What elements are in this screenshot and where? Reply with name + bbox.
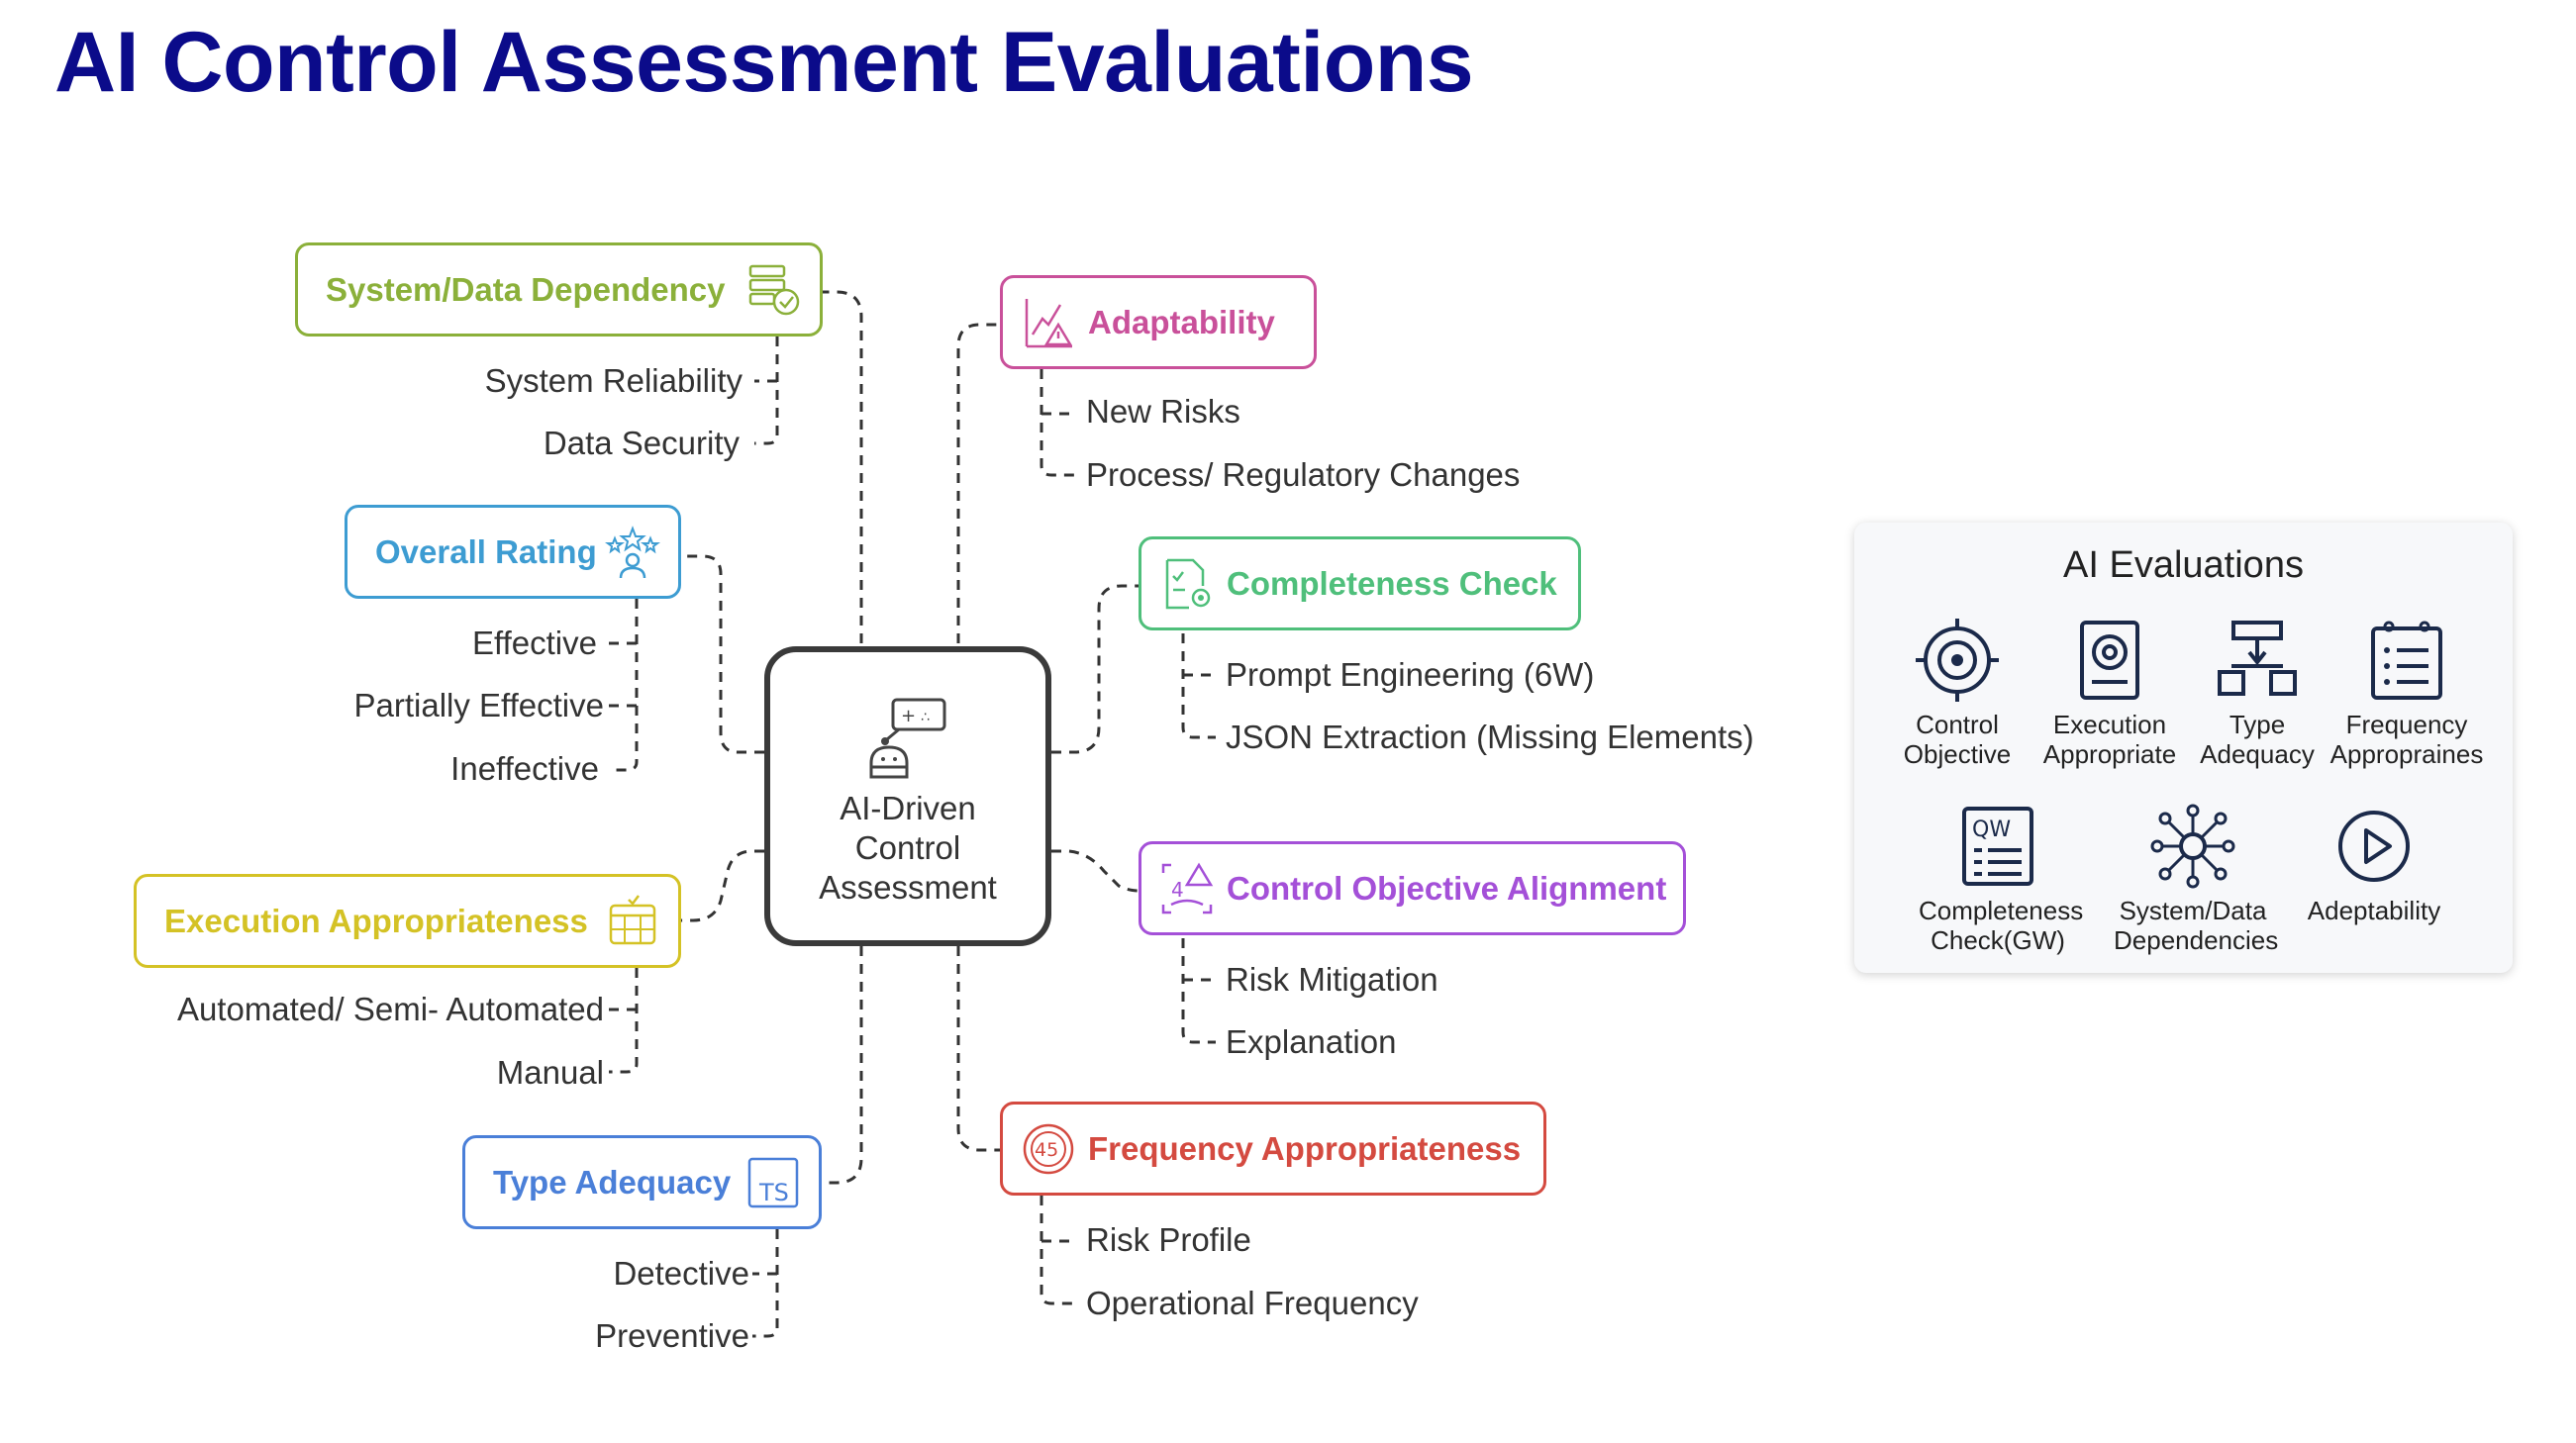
svg-text:QW: QW: [1972, 818, 2011, 842]
list-item: Prompt Engineering (6W): [1226, 656, 1595, 693]
eval-label: Type Adequacy: [2200, 710, 2315, 769]
svg-text:4: 4: [1171, 878, 1184, 902]
list-item: Process/ Regulatory Changes: [1086, 456, 1521, 493]
alignment-warning-icon: 4: [1161, 862, 1214, 914]
panel-title: AI Evaluations: [2063, 544, 2304, 586]
typescript-icon: TS: [747, 1157, 799, 1207]
svg-text:TS: TS: [758, 1179, 789, 1206]
list-item: Detective: [613, 1255, 749, 1292]
list-item: Risk Profile: [1086, 1221, 1251, 1258]
svg-text:∴: ∴: [921, 710, 930, 725]
category-label: Type Adequacy: [493, 1163, 732, 1201]
eval-label: Frequency Appropraines: [2329, 710, 2484, 769]
list-item: Preventive: [595, 1317, 749, 1354]
connector-completeness: [1051, 584, 1139, 754]
svg-text:+: +: [901, 706, 916, 726]
play-circle-icon: [2338, 811, 2410, 882]
ai-evaluations-panel: AI Evaluations Control Objective Executi…: [1854, 523, 2513, 973]
category-system-data-dependency: System/Data Dependency: [295, 242, 823, 337]
eval-frequency-appropraines: Frequency Appropraines: [2328, 617, 2486, 769]
server-check-icon: [748, 264, 800, 315]
category-execution-appropriateness: Execution Appropriateness: [134, 874, 681, 968]
eval-system-data-dependencies: System/Data Dependencies: [2114, 803, 2279, 955]
eval-adeptability: Adeptability: [2295, 803, 2453, 925]
connector-overall-rating: [681, 554, 764, 754]
list-item: Data Security: [543, 425, 740, 461]
network-hub-icon: [2150, 804, 2235, 889]
robot-control-icon: + ∴: [869, 698, 946, 779]
eval-label: Completeness Check(GW): [1919, 896, 2084, 955]
eval-label: Execution Appropriate: [2042, 710, 2177, 769]
flowchart-icon: [2218, 621, 2297, 696]
list-item: New Risks: [1086, 393, 1240, 430]
connector-type-adequacy: [822, 946, 863, 1185]
list-item: JSON Extraction (Missing Elements): [1226, 719, 1754, 755]
document-target-icon: [2080, 621, 2139, 700]
eval-type-adequacy: Type Adequacy: [2178, 617, 2336, 769]
category-label: Overall Rating: [375, 532, 597, 570]
list-item: Effective: [472, 625, 597, 661]
eval-execution-appropriate: Execution Appropriate: [2031, 617, 2189, 769]
eval-completeness-check: QW Completeness Check(GW): [1919, 803, 2084, 955]
document-gear-icon: [1165, 558, 1211, 609]
trend-warning-icon: [1025, 298, 1073, 347]
list-item: Explanation: [1226, 1023, 1397, 1060]
list-item: Risk Mitigation: [1226, 961, 1438, 998]
list-item: Automated/ Semi- Automated: [176, 991, 604, 1027]
eval-label: Adeptability: [2307, 896, 2441, 925]
timer-45-icon: 45: [1023, 1123, 1074, 1174]
page-title: AI Control Assessment Evaluations: [54, 15, 1474, 110]
category-completeness-check: Completeness Check: [1139, 536, 1581, 630]
svg-text:45: 45: [1035, 1139, 1058, 1161]
connector-adaptability: [956, 323, 1000, 643]
connector-system-data: [822, 290, 863, 643]
category-label: Completeness Check: [1227, 564, 1557, 602]
eval-control-objective: Control Objective: [1878, 617, 2036, 769]
list-item: Ineffective: [450, 750, 599, 787]
list-item: Manual: [496, 1054, 604, 1091]
list-item: Operational Frequency: [1086, 1285, 1419, 1321]
category-label: Adaptability: [1088, 303, 1275, 340]
category-label: Execution Appropriateness: [164, 902, 588, 939]
category-label: System/Data Dependency: [326, 270, 726, 308]
checklist-clipboard-icon: [2371, 621, 2442, 700]
category-label: Frequency Appropriateness: [1088, 1129, 1522, 1167]
central-node: + ∴ AI-Driven Control Assessment: [764, 646, 1051, 946]
list-item: System Reliability: [484, 362, 743, 399]
target-icon: [1916, 619, 1999, 702]
calendar-icon: [609, 894, 656, 944]
list-item: Partially Effective: [353, 687, 605, 723]
category-type-adequacy: Type Adequacy TS: [462, 1135, 822, 1229]
eval-label: Control Objective: [1903, 710, 2012, 769]
category-label: Control Objective Alignment: [1227, 869, 1667, 907]
qw-document-icon: QW: [1962, 807, 2033, 886]
eval-label: System/Data Dependencies: [2114, 896, 2279, 955]
central-node-label: AI-Driven Control Assessment: [819, 790, 997, 906]
connector-control-objective: [1051, 849, 1139, 893]
category-adaptability: Adaptability: [1000, 275, 1317, 369]
category-control-objective-alignment: 4 Control Objective Alignment: [1139, 841, 1686, 935]
category-frequency-appropriateness: 45 Frequency Appropriateness: [1000, 1102, 1546, 1196]
star-rating-icon: [605, 525, 660, 578]
connector-frequency: [956, 946, 1000, 1152]
connector-execution: [681, 849, 764, 922]
category-overall-rating: Overall Rating: [345, 505, 681, 599]
